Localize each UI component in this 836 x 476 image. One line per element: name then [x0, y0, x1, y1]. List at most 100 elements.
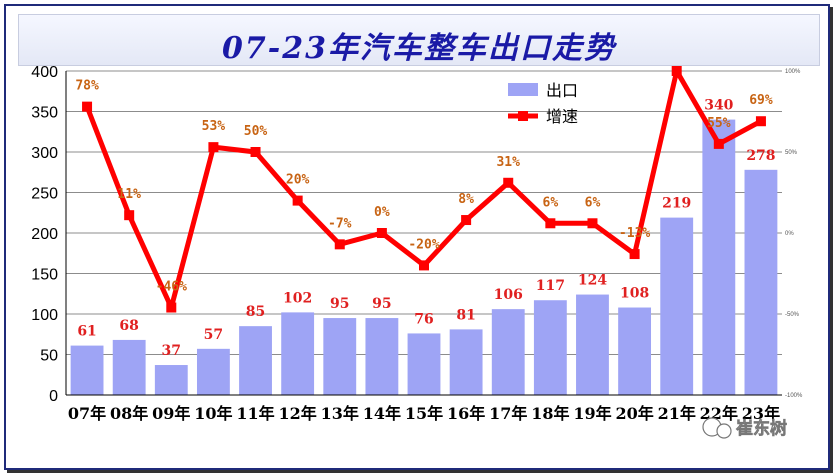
- growth-value-label: 6%: [585, 195, 601, 210]
- growth-point: [250, 147, 261, 157]
- growth-value-label: 8%: [458, 192, 474, 207]
- bar-value-label: 57: [204, 327, 223, 343]
- watermark-text: 崔东树: [735, 418, 787, 438]
- bar: [239, 326, 272, 395]
- bar: [449, 329, 483, 395]
- legend-label: 出口: [546, 82, 578, 100]
- bar-series: [70, 119, 778, 395]
- growth-value-label: 55%: [707, 116, 731, 131]
- x-tick-label: 12年: [279, 404, 317, 423]
- growth-value-labels: 78% 11% -46% 53% 50% 20% -7% 0% -20% 8% 31% 6% 6% -13…: [75, 79, 773, 295]
- bar-value-label: 95: [330, 296, 349, 312]
- bar-value-label: 102: [283, 290, 312, 306]
- growth-point: [545, 218, 556, 229]
- y-left-tick-label: 150: [31, 267, 58, 284]
- bar-value-label: 124: [578, 273, 607, 289]
- bar-value-label: 106: [494, 287, 523, 303]
- growth-value-label: 20%: [286, 173, 310, 188]
- growth-point: [713, 138, 724, 149]
- y-left-tick-label: 50: [40, 348, 58, 365]
- bar: [618, 307, 652, 395]
- x-tick-label: 23年: [742, 404, 780, 423]
- growth-line: [84, 68, 763, 311]
- growth-point: [292, 195, 303, 206]
- x-tick-label: 15年: [405, 404, 443, 423]
- axes: 0 50 100 150 200 250 300 350 400 100% 50% 0% -50% -10…: [31, 64, 803, 423]
- growth-value-label: 0%: [374, 205, 390, 220]
- y-right-tick-label: 50%: [785, 150, 798, 156]
- y-right-tick-label: 100%: [785, 69, 801, 75]
- y-right-tick-label: -50%: [785, 312, 800, 318]
- growth-point: [376, 228, 387, 238]
- bar-value-label: 278: [746, 148, 775, 164]
- x-tick-label: 17年: [489, 404, 527, 423]
- x-tick-label: 16年: [447, 404, 485, 423]
- growth-value-label: -20%: [408, 237, 439, 252]
- bar: [196, 348, 230, 395]
- y-left-tick-label: 250: [31, 186, 58, 203]
- bar-value-label: 61: [77, 324, 96, 340]
- bar-value-label: 81: [456, 307, 475, 323]
- bar: [660, 217, 694, 395]
- growth-value-label: 69%: [749, 93, 773, 108]
- growth-point: [419, 260, 429, 271]
- bar: [154, 365, 188, 395]
- growth-point: [334, 239, 345, 250]
- x-tick-label: 13年: [321, 404, 359, 423]
- chat-bubble-icon: [716, 423, 732, 439]
- growth-point: [587, 218, 598, 229]
- bar: [744, 169, 778, 395]
- x-tick-label: 20年: [615, 404, 653, 423]
- y-left-tick-label: 400: [31, 64, 58, 81]
- x-tick-label: 14年: [363, 404, 401, 423]
- bar: [70, 345, 104, 395]
- title-banner: 07-23年汽车整车出口走势: [18, 14, 820, 66]
- bar: [323, 318, 357, 395]
- x-tick-label: 09年: [152, 404, 190, 423]
- chart-title: 07-23年汽车整车出口走势: [222, 31, 616, 66]
- growth-value-label: 53%: [202, 119, 226, 134]
- growth-value-label: -13%: [619, 226, 650, 241]
- watermark: 崔东树: [702, 417, 787, 439]
- y-left-tick-label: 350: [31, 105, 58, 122]
- bar: [533, 300, 567, 395]
- y-left-tick-label: 300: [31, 145, 58, 162]
- x-tick-label: 11年: [236, 404, 274, 423]
- y-right-tick-label: -100%: [785, 393, 803, 399]
- bar-value-label: 219: [662, 196, 691, 212]
- bar-value-label: 340: [704, 98, 733, 114]
- bar: [576, 294, 609, 395]
- bar-value-label: 85: [246, 304, 265, 320]
- legend-line-marker: [518, 111, 528, 121]
- bar-value-label: 117: [536, 278, 565, 294]
- growth-value-label: 6%: [543, 195, 559, 210]
- growth-point: [208, 142, 219, 153]
- growth-value-label: 78%: [75, 79, 99, 94]
- growth-point: [166, 302, 177, 313]
- bar-value-label: 76: [414, 311, 433, 327]
- growth-point: [629, 249, 640, 260]
- growth-point: [124, 210, 135, 221]
- bar-value-label: 95: [372, 296, 391, 312]
- x-tick-label: 07年: [68, 404, 106, 423]
- x-tick-label: 08年: [110, 404, 148, 423]
- x-tick-label: 21年: [658, 404, 696, 423]
- y-left-tick-label: 200: [31, 226, 58, 243]
- growth-point: [82, 101, 93, 112]
- bar: [365, 318, 399, 395]
- bar-value-labels: 61 68 37 57 85 102 95 95 76 81 106 117 124 108 219 340 2…: [77, 98, 775, 359]
- legend-bar-swatch: [508, 83, 538, 96]
- growth-value-label: 50%: [244, 124, 268, 139]
- x-tick-label: 18年: [531, 404, 569, 423]
- growth-value-label: -7%: [328, 216, 352, 231]
- growth-point: [671, 66, 682, 76]
- legend-label: 增速: [546, 108, 578, 126]
- bar: [281, 312, 315, 395]
- bar: [491, 309, 525, 395]
- y-left-tick-label: 0: [49, 388, 58, 405]
- growth-point: [461, 215, 472, 226]
- growth-point: [755, 116, 766, 127]
- x-tick-label: 19年: [573, 404, 611, 423]
